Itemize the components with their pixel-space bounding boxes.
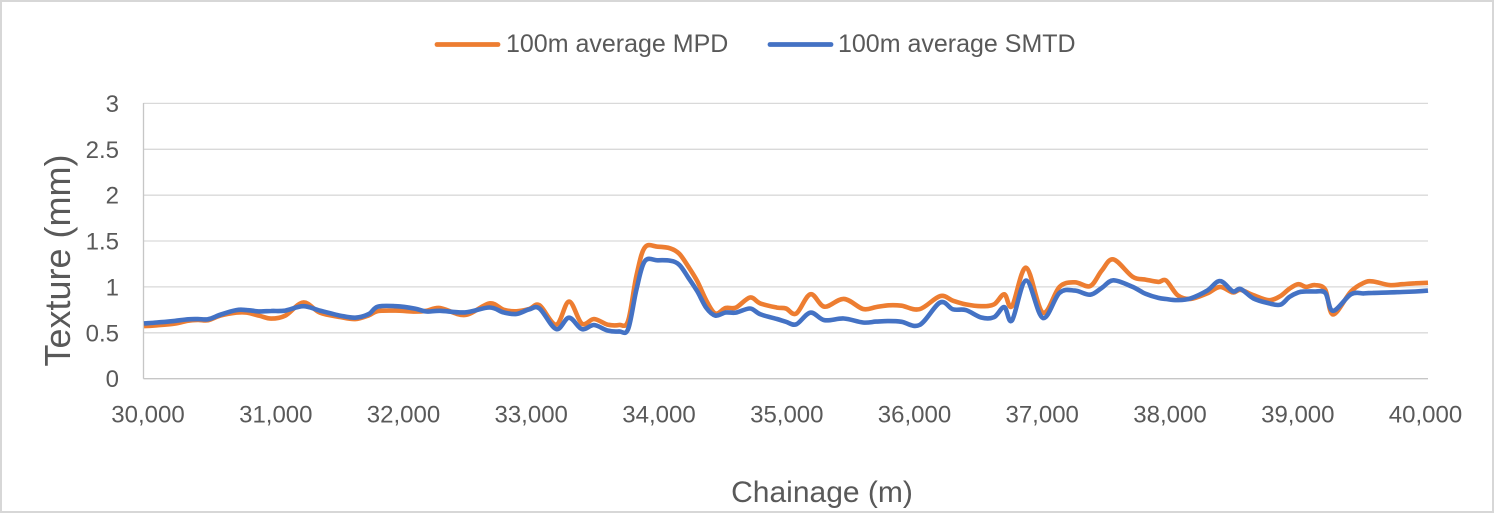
svg-text:37,000: 37,000 [1005, 402, 1078, 429]
svg-text:39,000: 39,000 [1261, 402, 1334, 429]
svg-text:38,000: 38,000 [1133, 402, 1206, 429]
svg-text:Texture (mm): Texture (mm) [37, 154, 78, 366]
svg-text:100m average MPD: 100m average MPD [506, 30, 728, 58]
svg-text:40,000: 40,000 [1389, 402, 1462, 429]
svg-text:1: 1 [106, 274, 119, 301]
svg-text:34,000: 34,000 [622, 402, 695, 429]
svg-text:1.5: 1.5 [86, 229, 119, 256]
svg-text:33,000: 33,000 [494, 402, 567, 429]
svg-text:2.5: 2.5 [86, 137, 119, 164]
svg-text:100m average SMTD: 100m average SMTD [838, 30, 1076, 58]
svg-text:32,000: 32,000 [367, 402, 440, 429]
svg-text:3: 3 [106, 91, 119, 118]
svg-text:30,000: 30,000 [111, 402, 184, 429]
svg-text:36,000: 36,000 [878, 402, 951, 429]
svg-text:0: 0 [106, 366, 119, 393]
svg-text:2: 2 [106, 183, 119, 210]
svg-text:Chainage (m): Chainage (m) [731, 476, 913, 509]
svg-text:35,000: 35,000 [750, 402, 823, 429]
svg-text:0.5: 0.5 [86, 320, 119, 347]
svg-text:31,000: 31,000 [239, 402, 312, 429]
